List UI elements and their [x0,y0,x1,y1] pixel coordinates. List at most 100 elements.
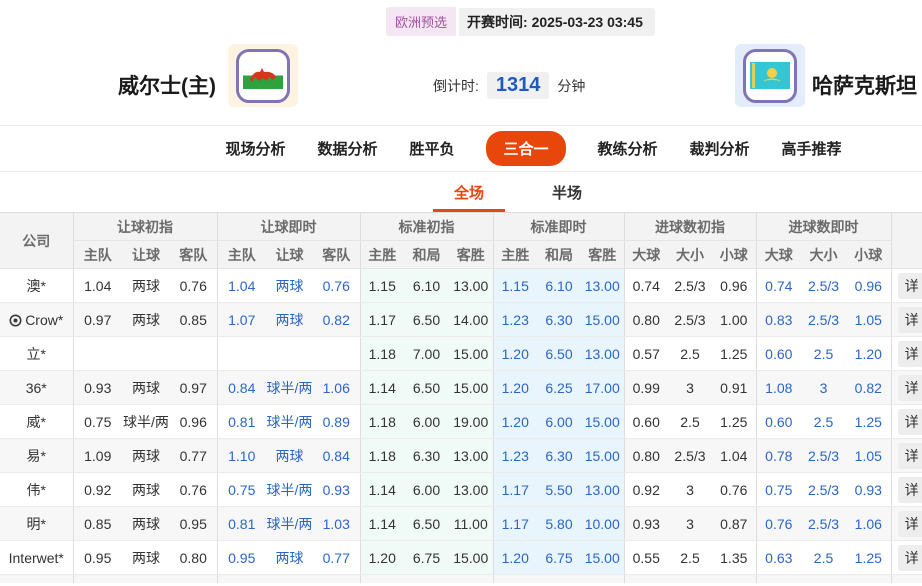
odds-cell: 2.5 [668,540,712,575]
nav-tab-6[interactable]: 裁判分析 [689,141,750,158]
odds-cell: 19.00 [449,404,493,439]
odds-cell: 0.93 [623,506,668,541]
odds-cell [266,336,313,371]
odds-cell: 15.00 [449,336,493,371]
detail-button[interactable]: 详 [897,340,922,367]
odds-cell: 0.93 [313,472,360,507]
odds-cell: 1.08 [755,370,802,405]
odds-cell: 2.5 [668,404,712,439]
subtab-2[interactable]: 半场 [552,185,583,202]
odds-cell: 两球 [122,540,170,575]
nav-tab-5[interactable]: 教练分析 [597,141,658,158]
nav-tab-1[interactable]: 现场分析 [225,141,286,158]
odds-cell: 0.60 [755,336,802,371]
odds-cell: 6.50 [537,336,581,371]
detail-button[interactable]: 详 [897,510,922,537]
odds-cell: 15.00 [449,540,493,575]
odds-cell: 0.74 [755,268,802,303]
odds-cell: 6.75 [537,540,581,575]
odds-cell: 1.35 [712,540,757,575]
detail-button[interactable]: 详 [897,272,922,299]
odds-cell: 0.75 [755,472,802,507]
detail-button[interactable]: 详 [897,408,922,435]
sub-header: 主队 [216,240,266,269]
detail-button[interactable]: 详 [897,544,922,571]
countdown: 倒计时: 1314 分钟 [433,72,585,99]
odds-cell: 1.25 [846,540,892,575]
odds-cell: 0.82 [313,302,360,337]
odds-cell: 5.80 [537,506,581,541]
odds-cell: 6.30 [537,438,581,473]
company-name: 威* [26,413,46,430]
sub-header: 让球 [266,240,313,269]
odds-cell: 7.00 [404,336,449,371]
odds-cell: 0.63 [755,540,802,575]
nav-tab-3[interactable]: 胜平负 [409,141,455,158]
detail-button[interactable]: 详 [897,374,922,401]
odds-cell: 15.00 [449,370,493,405]
odds-cell: 1.20 [359,540,404,575]
countdown-label: 倒计时: [433,77,479,94]
odds-cell: 1.05 [846,302,892,337]
home-flag-box [228,44,298,107]
away-flag-box [735,44,805,107]
odds-cell: 0.93 [72,370,122,405]
company-name: 明* [26,515,46,532]
odds-cell: 15.00 [581,540,624,575]
subtab-1[interactable]: 全场 [432,172,505,212]
odds-cell: 3 [668,370,712,405]
odds-cell: 0.83 [755,302,802,337]
sub-header: 小球 [846,240,892,269]
detail-button[interactable]: 详 [897,476,922,503]
sub-header: 大球 [755,240,802,269]
odds-cell: 13.00 [581,336,624,371]
league-badge: 欧洲预选 [386,7,457,36]
detail-button[interactable]: 详 [897,442,922,469]
odds-cell: 1.18 [359,404,404,439]
odds-cell: 1.04 [72,268,122,303]
odds-cell: 1.20 [492,336,537,371]
kickoff-time: 开赛时间: 2025-03-23 03:45 [459,7,655,36]
odds-cell: 2.5 [801,404,847,439]
odds-cell: 0.84 [216,370,266,405]
odds-cell: 10.00 [581,506,624,541]
company-cell: 36* [0,370,73,405]
group-header-5: 进球数初指 [623,212,757,241]
sub-header: 客胜 [449,240,493,269]
kazakhstan-flag-icon [743,48,797,103]
detail-button[interactable]: 详 [897,306,922,333]
odds-cell: 0.57 [623,336,668,371]
odds-cell: 0.93 [846,472,892,507]
odds-cell: 0.91 [712,370,757,405]
wales-flag-icon [236,48,290,103]
crow-ball-icon [9,314,22,326]
nav-tab-4[interactable]: 三合一 [486,131,566,166]
detail-cell: 详 [890,268,922,303]
company-cell: 威* [0,404,73,439]
odds-cell: 0.92 [623,472,668,507]
odds-cell: 6.00 [537,404,581,439]
nav-tab-7[interactable]: 高手推荐 [781,141,842,158]
odds-cell: 15.00 [581,438,624,473]
detail-cell: 详 [890,438,922,473]
sub-header: 大球 [623,240,668,269]
odds-cell: 0.76 [170,268,217,303]
odds-cell: 0.81 [216,506,266,541]
company-name: 澳* [26,277,46,294]
odds-cell: 1.05 [846,438,892,473]
odds-cell: 0.96 [170,404,217,439]
group-header-3: 标准初指 [359,212,493,241]
odds-cell: 2.5 [801,540,847,575]
detail-cell: 详 [890,404,922,439]
odds-cell: 球半/两 [266,472,313,507]
nav-tab-2[interactable]: 数据分析 [317,141,378,158]
odds-cell: 13.00 [449,438,493,473]
table-row: Crow* 0.97 两球 0.85 1.07 两球 0.82 1.17 6.50 14.00 1.… [0,302,922,337]
company-cell: Crow* [0,302,73,337]
sub-header: 让球 [122,240,170,269]
group-header-6: 进球数即时 [755,212,892,241]
odds-cell: 0.60 [623,404,668,439]
odds-cell: 0.84 [313,438,360,473]
odds-cell: 1.17 [492,506,537,541]
company-name: 伟* [26,481,46,498]
